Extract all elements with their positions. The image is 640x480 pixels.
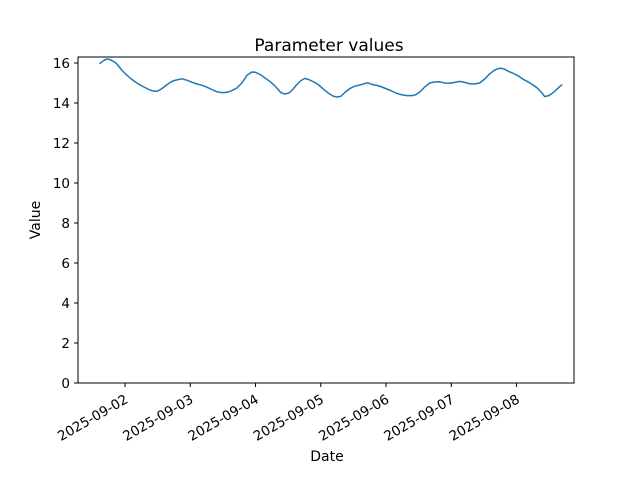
x-tick-label: 2025-09-06 (316, 392, 392, 445)
x-tick-label: 2025-09-04 (186, 392, 262, 445)
y-tick-label: 4 (61, 296, 70, 312)
x-tick-label: 2025-09-03 (120, 392, 196, 445)
plot-border (77, 56, 575, 384)
y-tick-label: 8 (61, 216, 70, 232)
y-tick-label: 6 (61, 256, 70, 272)
y-tick-label: 16 (53, 56, 70, 72)
y-axis-ticks: 0 2 4 6 8 10 12 14 16 (53, 56, 78, 392)
data-series-line (99, 58, 563, 98)
y-tick-label: 2 (61, 336, 70, 352)
x-tick-label: 2025-09-08 (447, 392, 523, 445)
x-tick-label: 2025-09-05 (251, 392, 327, 445)
y-tick-label: 10 (53, 176, 70, 192)
x-axis-label: Date (310, 449, 343, 465)
y-tick-label: 12 (53, 136, 70, 152)
x-axis-ticks: 2025-09-022025-09-032025-09-042025-09-05… (55, 383, 523, 445)
y-axis-label: Value (28, 201, 44, 239)
y-tick-label: 14 (53, 96, 70, 112)
chart-title: Parameter values (254, 36, 403, 56)
y-tick-label: 0 (61, 376, 70, 392)
x-tick-label: 2025-09-07 (381, 392, 457, 445)
x-tick-label: 2025-09-02 (55, 392, 131, 445)
